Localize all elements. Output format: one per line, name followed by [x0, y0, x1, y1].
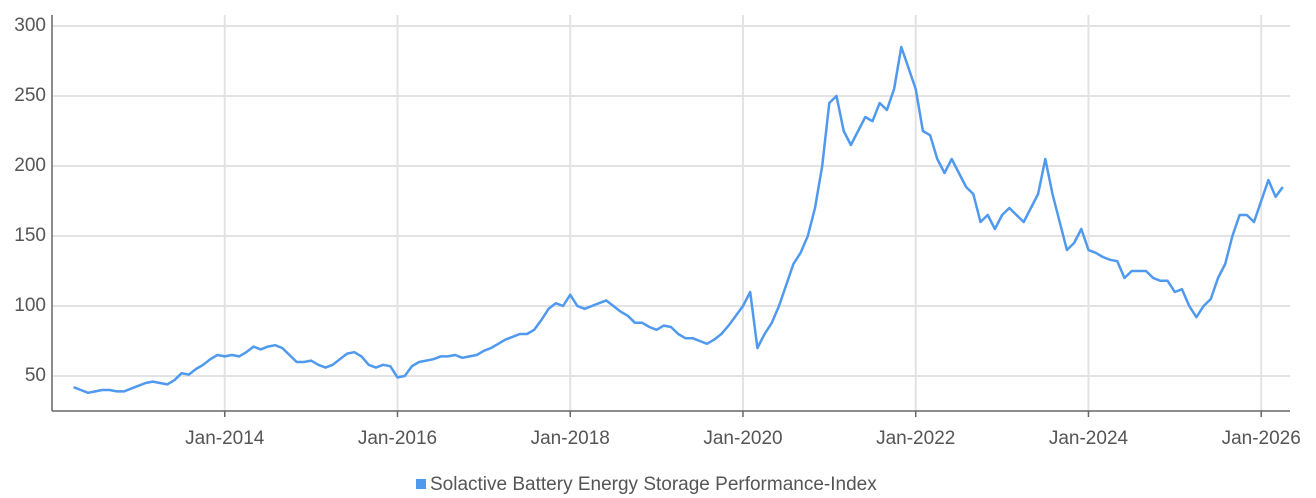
x-tick-label: Jan-2020 [703, 428, 782, 449]
y-tick-label: 250 [14, 85, 46, 106]
y-tick-label: 100 [14, 295, 46, 316]
y-tick-label: 300 [14, 15, 46, 36]
x-tick-label: Jan-2026 [1222, 428, 1301, 449]
y-tick-label: 200 [14, 155, 46, 176]
line [73, 45, 1284, 395]
legend-label: Solactive Battery Energy Storage Perform… [430, 474, 877, 495]
y-tick-label: 150 [14, 225, 46, 246]
x-tick-label: Jan-2016 [358, 428, 437, 449]
y-tick-label: 50 [25, 365, 46, 386]
x-tick-label: Jan-2024 [1049, 428, 1129, 449]
x-tick-label: Jan-2018 [531, 428, 610, 449]
legend-swatch [416, 479, 426, 489]
x-tick-label: Jan-2014 [185, 428, 265, 449]
x-tick-label: Jan-2022 [876, 428, 955, 449]
